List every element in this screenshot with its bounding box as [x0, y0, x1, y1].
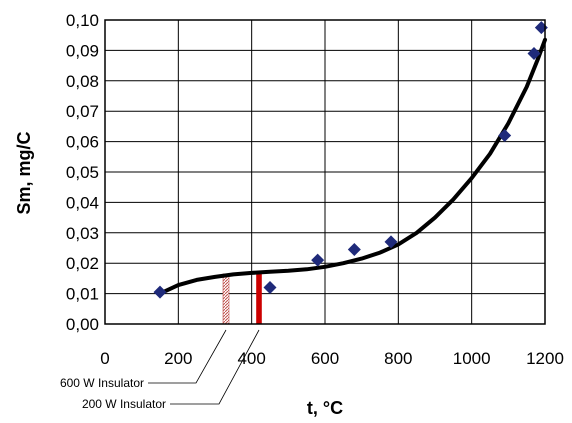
y-tick-label: 0,04: [66, 193, 99, 212]
insulator-callout-label: 200 W Insulator: [82, 397, 166, 411]
insulator-bar: [222, 273, 230, 325]
x-tick-label: 0: [100, 349, 109, 368]
y-tick-label: 0,08: [66, 72, 99, 91]
data-point: [347, 243, 361, 257]
data-point: [153, 285, 167, 299]
insulator-callouts: 600 W Insulator 200 W Insulator: [60, 329, 260, 411]
x-axis-ticks: 0 200 400 600 800 1000 1200: [100, 349, 564, 368]
data-point: [263, 281, 277, 295]
x-tick-label: 1200: [526, 349, 564, 368]
insulator-leader-line: [170, 329, 260, 405]
y-tick-label: 0,03: [66, 224, 99, 243]
x-axis-title: t, °C: [307, 398, 343, 418]
fit-curve: [158, 37, 547, 296]
insulator-callout-label: 600 W Insulator: [60, 376, 144, 390]
x-tick-label: 200: [164, 349, 192, 368]
y-axis-title: Sm, mg/C: [14, 131, 34, 214]
x-tick-label: 1000: [453, 349, 491, 368]
data-point: [534, 21, 548, 35]
data-point: [384, 235, 398, 249]
fit-curve-layer: [158, 37, 547, 296]
y-tick-label: 0,07: [66, 102, 99, 121]
y-tick-label: 0,10: [66, 11, 99, 30]
data-point: [498, 129, 512, 143]
y-tick-label: 0,02: [66, 254, 99, 273]
data-points: [153, 21, 548, 299]
insulator-bars: [222, 272, 262, 325]
y-tick-label: 0,01: [66, 285, 99, 304]
grid: [105, 20, 545, 324]
y-tick-label: 0,09: [66, 41, 99, 60]
insulator-bar: [256, 272, 262, 325]
x-tick-label: 400: [237, 349, 265, 368]
x-tick-label: 800: [384, 349, 412, 368]
insulator-leader-line: [148, 329, 227, 384]
y-tick-label: 0,06: [66, 133, 99, 152]
data-point: [527, 46, 541, 60]
y-tick-label: 0,05: [66, 163, 99, 182]
x-tick-label: 600: [311, 349, 339, 368]
data-point: [311, 253, 325, 267]
y-axis-ticks: 0,00 0,01 0,02 0,03 0,04 0,05 0,06 0,07 0,08 0,09…: [66, 11, 99, 334]
y-tick-label: 0,00: [66, 315, 99, 334]
plot-area-frame: [104, 19, 546, 325]
